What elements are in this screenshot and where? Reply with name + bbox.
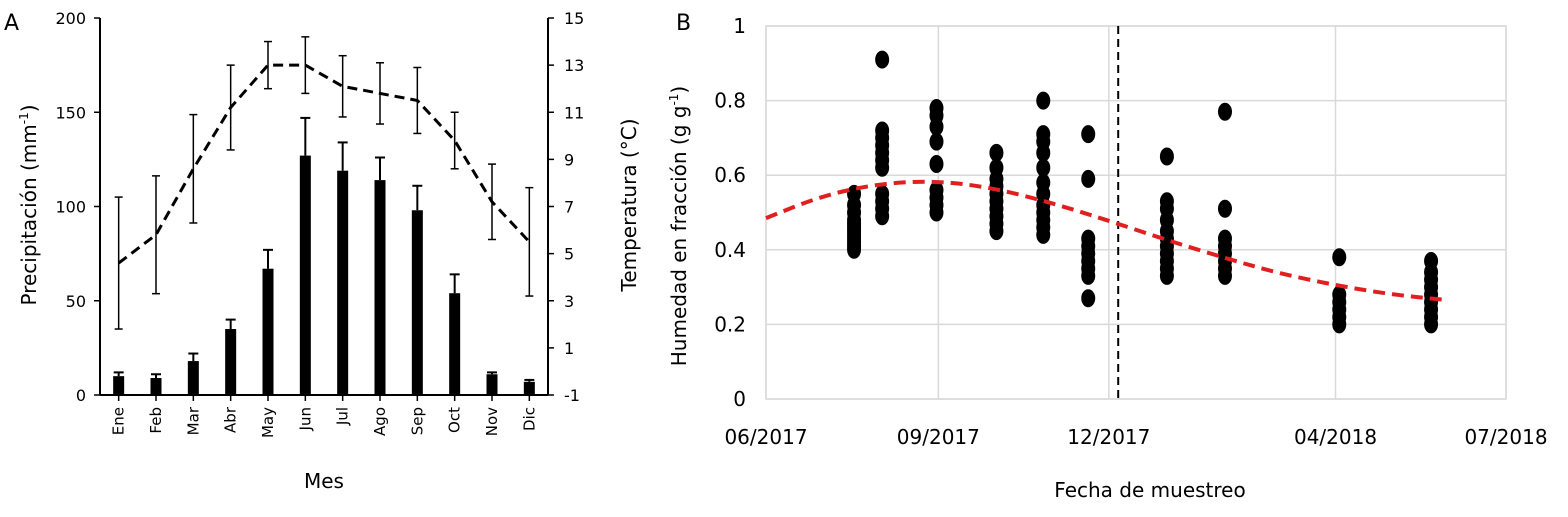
panel-a-bar xyxy=(337,170,349,395)
panel-a-ytick-label: 50 xyxy=(66,292,86,311)
panel-a-letter: A xyxy=(4,11,19,36)
panel-b-ylabel: Humedad en fracción (g g-1) xyxy=(667,86,691,367)
panel-a-temperature-line xyxy=(114,36,534,330)
panel-b-xtick-label: 12/2017 xyxy=(1067,425,1150,449)
panel-a-ytick-label: 100 xyxy=(55,198,86,217)
panel-a-y2tick-label: 1 xyxy=(564,339,574,358)
panel-a-bar xyxy=(262,268,274,395)
panel-b-point xyxy=(1081,169,1096,188)
panel-a-y2tick-label: 9 xyxy=(564,150,574,169)
panel-b-xlabel: Fecha de muestreo xyxy=(1054,478,1245,502)
panel-b-point xyxy=(1036,158,1051,177)
panel-a-bar xyxy=(225,329,237,395)
panel-b-trend-path xyxy=(765,179,1449,303)
panel-b-point xyxy=(989,143,1004,162)
panel-b-ytick-label: 0.8 xyxy=(714,89,746,113)
panel-b-xtick-label: 06/2017 xyxy=(724,425,807,449)
panel-b-trend-line xyxy=(765,179,1449,303)
panel-a-y2tick-label: 13 xyxy=(564,56,584,75)
panel-a-axes xyxy=(94,17,554,401)
panel-a-xtick-label: Ago xyxy=(371,407,389,436)
panel-b-point xyxy=(1036,173,1051,192)
panel-a-bar xyxy=(411,210,423,395)
panel-a-xtick-label: May xyxy=(259,407,277,438)
panel-b-point xyxy=(1081,125,1096,144)
panel-a-bar xyxy=(299,155,311,395)
panel-b-point xyxy=(1081,289,1096,308)
panel-a-xtick-label: Dic xyxy=(520,407,538,431)
panel-a-bar xyxy=(374,180,386,395)
panel-b-ytick-label: 0.6 xyxy=(714,163,746,187)
panel-b-point xyxy=(875,50,890,69)
panel-a-bar xyxy=(113,376,125,395)
panel-b-xtick-label: 09/2017 xyxy=(897,425,980,449)
panel-a-y2tick-label: 15 xyxy=(564,9,584,28)
panel-b-letter: B xyxy=(676,11,691,36)
panel-a-y2tick-label: 11 xyxy=(564,103,584,122)
panel-b-point xyxy=(1217,229,1232,248)
panel-b-point xyxy=(1332,248,1347,267)
panel-b-point xyxy=(929,132,944,151)
panel-b-point xyxy=(1424,251,1439,270)
panel-a-xlabel: Mes xyxy=(304,469,344,493)
panel-a-xtick-label: Jul xyxy=(334,407,352,426)
panel-a-xtick-label: Ene xyxy=(110,407,128,435)
panel-a-y2tick-label: 7 xyxy=(564,198,574,217)
panel-a-xtick-label: Oct xyxy=(446,407,464,433)
panel-b-points xyxy=(847,50,1439,334)
panel-a-xtick-label: Sep xyxy=(408,407,426,435)
panel-a-ytick-label: 200 xyxy=(55,9,86,28)
panel-b-point xyxy=(1036,125,1051,144)
panel-a-bar xyxy=(486,374,498,395)
panel-b-xtick-label: 07/2018 xyxy=(1464,425,1547,449)
panel-b-point xyxy=(875,121,890,140)
panel-a-ytick-label: 150 xyxy=(55,103,86,122)
panel-b-point xyxy=(1159,147,1174,166)
panel-a-xtick-label: Mar xyxy=(184,406,202,435)
panel-b-point xyxy=(875,184,890,203)
panel-a-xtick-label: Feb xyxy=(147,407,165,434)
panel-a-bar xyxy=(523,381,535,395)
panel-b-point xyxy=(1081,229,1096,248)
panel-a-y2tick-label: 5 xyxy=(564,245,574,264)
panel-a-xtick-label: Nov xyxy=(483,407,501,436)
panel-b-point xyxy=(1217,199,1232,218)
panel-b-point xyxy=(929,155,944,174)
panel-b-point xyxy=(929,99,944,118)
panel-b-ytick-label: 0 xyxy=(733,387,746,411)
panel-b-point xyxy=(929,181,944,200)
panel-b-point xyxy=(1217,102,1232,121)
panel-a-y2tick-label: -1 xyxy=(564,386,580,405)
panel-b-point xyxy=(1159,192,1174,211)
panel-b: B 0 0.2 0.4 0.6 0.8 1 06/2017 09/2017 12/2017 04/… xyxy=(667,11,1548,502)
panel-a-bar xyxy=(449,293,461,395)
panel-b-ytick-label: 1 xyxy=(733,14,746,38)
panel-a-bar xyxy=(150,378,162,395)
panel-b-ytick-label: 0.4 xyxy=(714,238,746,262)
panel-a-y2tick-label: 3 xyxy=(564,292,574,311)
panel-a-bar xyxy=(187,361,199,395)
panel-b-tick-labels: 0 0.2 0.4 0.6 0.8 1 06/2017 09/2017 12/2017 04/20… xyxy=(714,14,1547,449)
panel-a-bars xyxy=(113,116,535,395)
panel-a-xtick-label: Jun xyxy=(296,407,314,431)
panel-b-point xyxy=(989,158,1004,177)
panel-b-point xyxy=(1332,285,1347,304)
panel-a-ylabel: Precipitación (mm-1) xyxy=(17,104,41,305)
panel-b-point xyxy=(1036,91,1051,110)
panel-a-xtick-label: Abr xyxy=(222,406,240,433)
panel-a-temperature-path xyxy=(117,63,531,265)
panel-b-ytick-label: 0.2 xyxy=(714,312,746,336)
panel-b-xtick-label: 04/2018 xyxy=(1294,425,1377,449)
panel-a-ytick-label: 0 xyxy=(76,386,86,405)
panel-a-y2label: Temperatura (°C) xyxy=(617,118,641,292)
panel-b-grid xyxy=(765,25,1507,400)
